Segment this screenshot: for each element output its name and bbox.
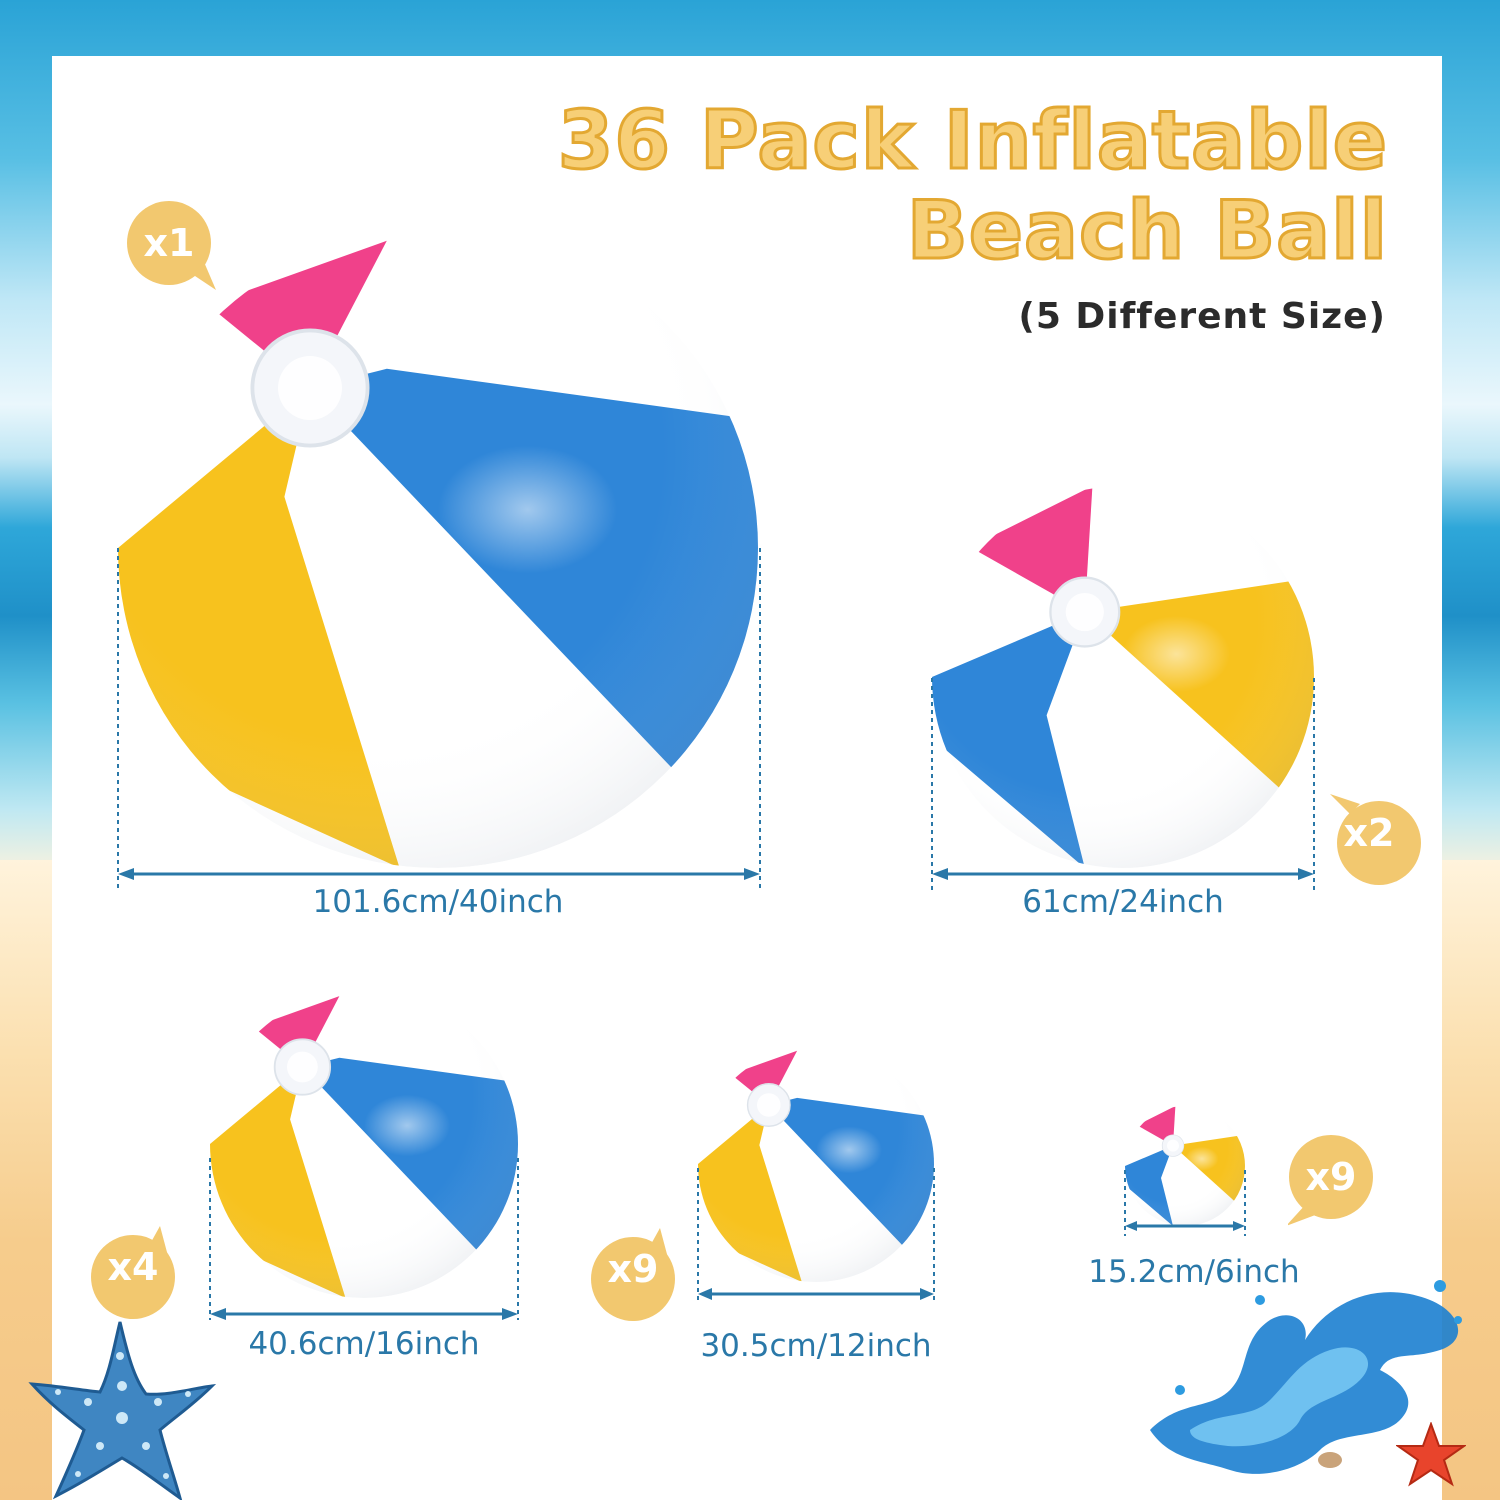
quantity-label-m: x4 <box>107 1245 159 1289</box>
quantity-label-l: x2 <box>1343 811 1395 855</box>
dimension-line-xs <box>1124 1170 1246 1236</box>
beach-ball-graphic <box>932 486 1314 868</box>
dimension-line-m <box>209 1158 519 1320</box>
title-line-1: 36 Pack Inflatable <box>556 94 1388 187</box>
beach-ball-graphic <box>698 1046 934 1282</box>
size-label-xl: 101.6cm/40inch <box>312 884 564 920</box>
page-title: 36 Pack Inflatable Beach Ball <box>556 94 1388 277</box>
title-line-2: Beach Ball <box>905 184 1388 277</box>
beach-ball-graphic <box>118 228 758 868</box>
water-splash-icon <box>1150 1280 1462 1474</box>
beach-ball-xs-image <box>1125 1106 1245 1226</box>
quantity-label-xs: x9 <box>1305 1155 1357 1199</box>
size-label-s: 30.5cm/12inch <box>700 1328 932 1364</box>
beach-ball-graphic <box>210 990 518 1298</box>
quantity-label-s: x9 <box>607 1247 659 1291</box>
page-subtitle: (5 Different Size) <box>1018 296 1386 337</box>
size-label-xs: 15.2cm/6inch <box>1088 1254 1300 1290</box>
quantity-badge-m: x4 <box>90 1224 176 1319</box>
quantity-label-xl: x1 <box>143 221 195 265</box>
dimension-line-s <box>697 1168 935 1300</box>
red-starfish-icon <box>1396 1422 1466 1487</box>
size-label-m: 40.6cm/16inch <box>248 1326 480 1362</box>
beach-ball-graphic <box>1125 1106 1245 1226</box>
quantity-badge-l: x2 <box>1326 790 1421 885</box>
dimension-line-xl <box>117 548 761 890</box>
beach-ball-s-image <box>698 1046 934 1282</box>
beach-ball-m-image <box>210 990 518 1298</box>
quantity-badge-s: x9 <box>590 1226 676 1321</box>
beach-ball-l-image <box>932 486 1314 868</box>
quantity-badge-xl: x1 <box>126 200 216 290</box>
beach-ball-xl-image <box>118 228 758 868</box>
quantity-badge-xs: x9 <box>1288 1134 1374 1226</box>
dimension-line-l <box>931 678 1315 890</box>
starfish-icon <box>28 1321 217 1500</box>
size-label-l: 61cm/24inch <box>1022 884 1224 920</box>
